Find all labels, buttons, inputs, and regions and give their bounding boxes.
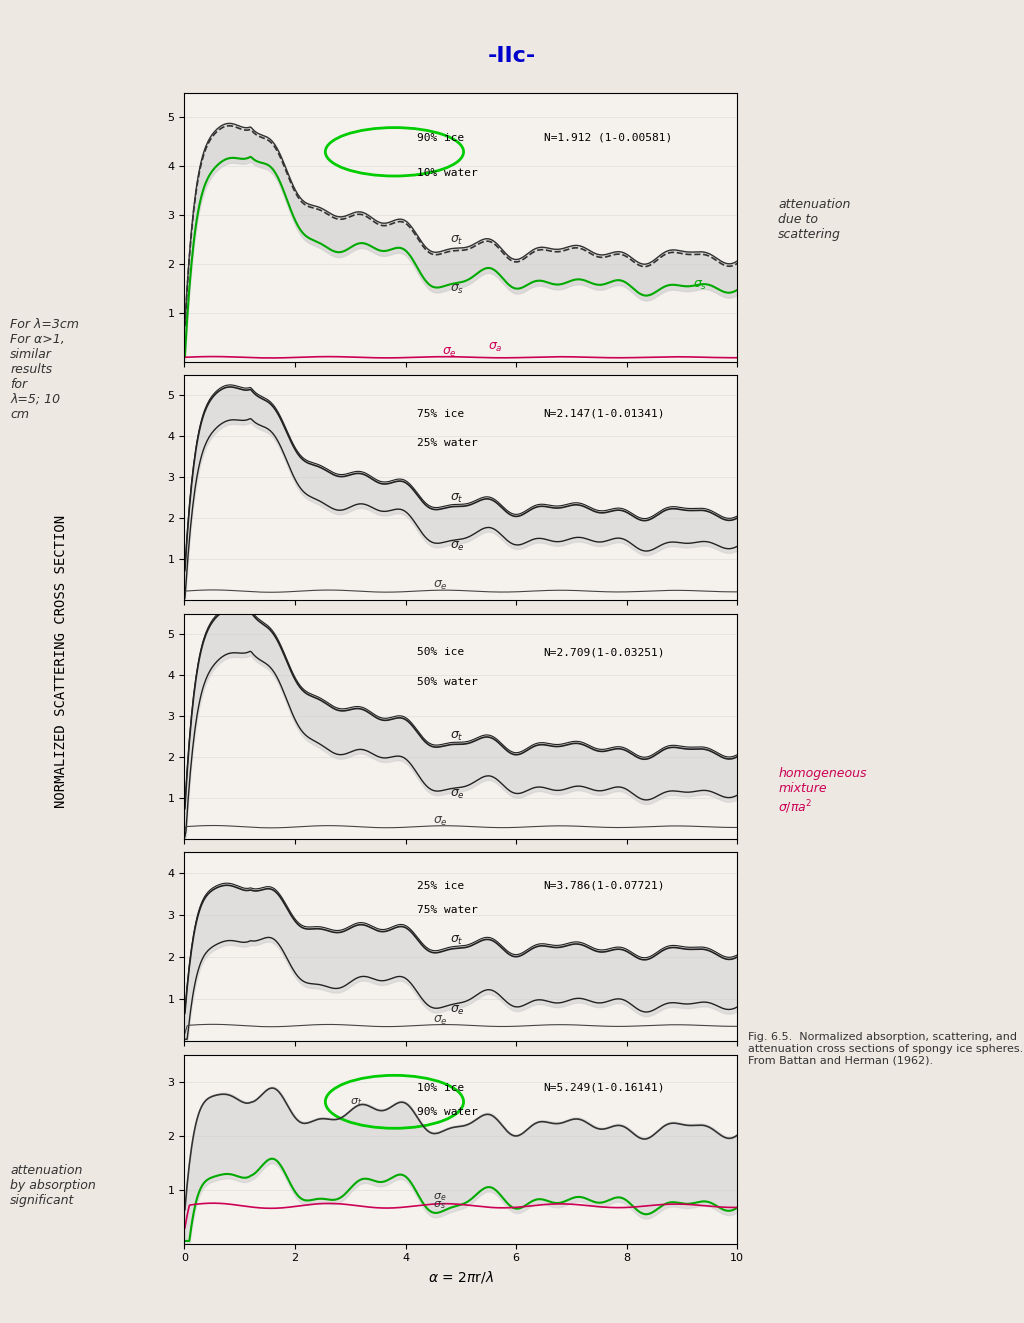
Text: $\sigma_t$: $\sigma_t$: [450, 729, 464, 742]
Text: Fig. 6.5.  Normalized absorption, scattering, and attenuation cross sections of : Fig. 6.5. Normalized absorption, scatter…: [748, 1032, 1023, 1065]
Text: 50% ice: 50% ice: [417, 647, 464, 658]
Text: N=3.786(1-0.07721): N=3.786(1-0.07721): [544, 881, 666, 890]
Text: $\sigma_e$: $\sigma_e$: [450, 540, 465, 553]
Text: $\sigma_e$: $\sigma_e$: [442, 345, 457, 359]
Text: N=2.147(1-0.01341): N=2.147(1-0.01341): [544, 409, 666, 418]
Text: 75% water: 75% water: [417, 905, 477, 916]
Text: -IIc-: -IIc-: [487, 46, 537, 66]
Text: $\sigma_e$: $\sigma_e$: [450, 1004, 465, 1017]
Text: $\sigma_t$: $\sigma_t$: [350, 1095, 362, 1107]
Text: NORMALIZED SCATTERING CROSS SECTION: NORMALIZED SCATTERING CROSS SECTION: [54, 515, 69, 808]
Text: $\sigma_s$: $\sigma_s$: [450, 283, 464, 296]
Text: 75% ice: 75% ice: [417, 409, 464, 418]
Text: 90% water: 90% water: [417, 1107, 477, 1118]
Text: 50% water: 50% water: [417, 676, 477, 687]
Text: For λ=3cm
For α>1,
similar
results
for
λ=5; 10
cm: For λ=3cm For α>1, similar results for λ…: [10, 318, 79, 421]
Text: attenuation
by absorption
significant: attenuation by absorption significant: [10, 1164, 96, 1208]
Text: $\sigma_s$: $\sigma_s$: [693, 278, 708, 291]
Text: $\sigma_a$: $\sigma_a$: [488, 340, 503, 353]
Text: homogeneous
mixture
$\sigma/\pi a^2$: homogeneous mixture $\sigma/\pi a^2$: [778, 767, 866, 815]
Text: $\sigma_t$: $\sigma_t$: [450, 492, 464, 505]
Text: 10% ice: 10% ice: [417, 1084, 464, 1093]
Text: $\sigma_e$: $\sigma_e$: [433, 1192, 446, 1204]
Text: N=2.709(1-0.03251): N=2.709(1-0.03251): [544, 647, 666, 658]
Text: $\sigma_t$: $\sigma_t$: [450, 234, 464, 247]
Text: $\sigma_e$: $\sigma_e$: [433, 1013, 449, 1027]
Text: attenuation
due to
scattering: attenuation due to scattering: [778, 198, 851, 242]
Text: $\sigma_t$: $\sigma_t$: [450, 934, 464, 947]
Text: $\sigma_s$: $\sigma_s$: [433, 1200, 446, 1211]
Text: $\sigma_e$: $\sigma_e$: [450, 789, 465, 800]
Text: 10% water: 10% water: [417, 168, 477, 179]
Text: 25% ice: 25% ice: [417, 881, 464, 890]
Text: N=1.912 (1-0.00581): N=1.912 (1-0.00581): [544, 134, 672, 143]
Text: 90% ice: 90% ice: [417, 134, 464, 143]
Text: N=5.249(1-0.16141): N=5.249(1-0.16141): [544, 1084, 666, 1093]
Text: $\sigma_e$: $\sigma_e$: [433, 579, 449, 593]
Text: $\sigma_e$: $\sigma_e$: [433, 815, 449, 828]
Text: 25% water: 25% water: [417, 438, 477, 448]
X-axis label: $\alpha$ = 2$\pi$r/$\lambda$: $\alpha$ = 2$\pi$r/$\lambda$: [428, 1269, 494, 1285]
